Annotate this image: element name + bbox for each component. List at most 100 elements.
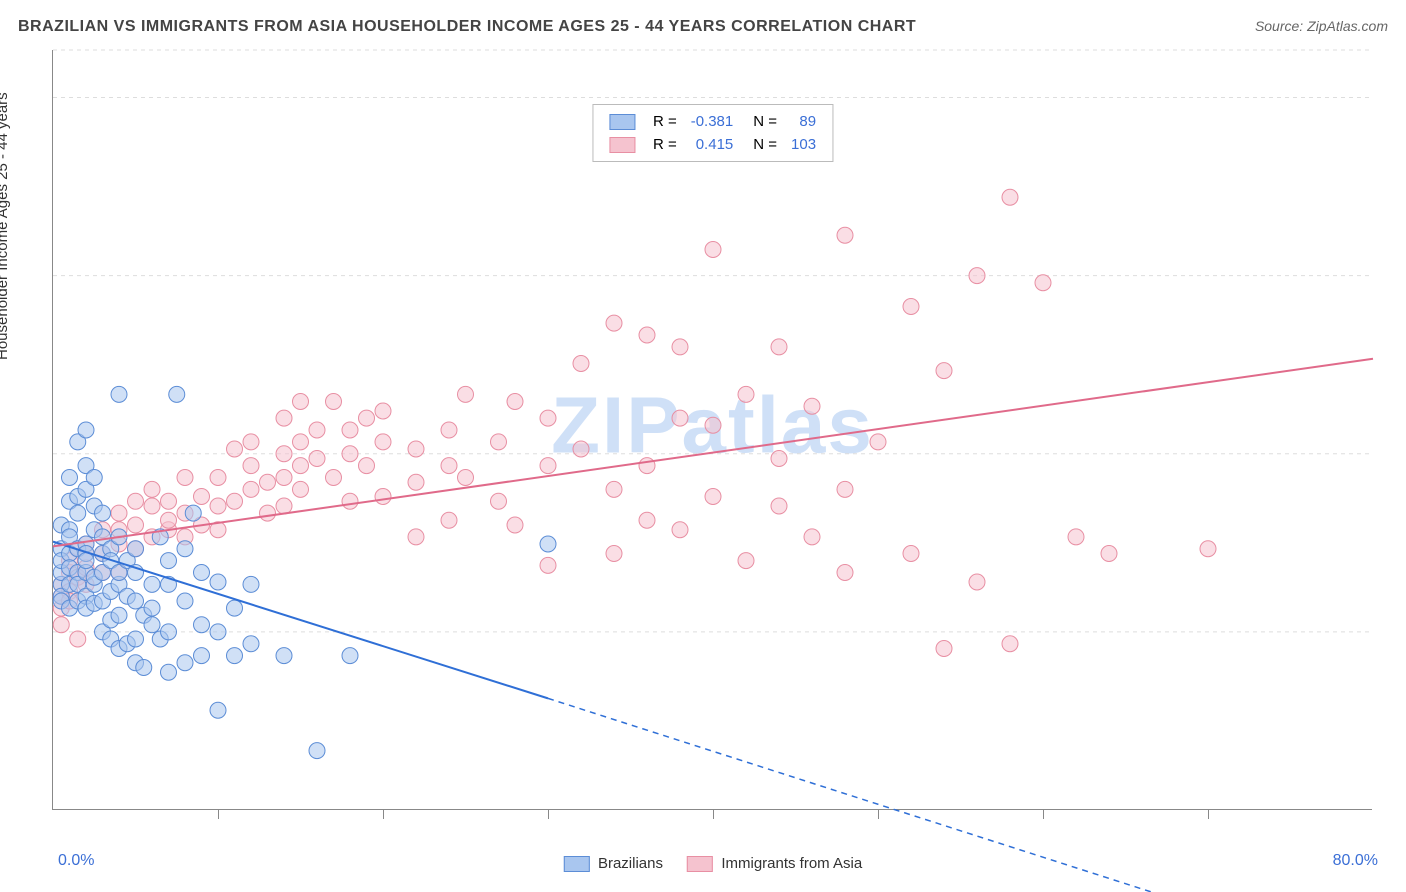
source-attribution: Source: ZipAtlas.com [1255, 18, 1388, 34]
scatter-point [507, 394, 523, 410]
scatter-point [441, 422, 457, 438]
scatter-point [260, 474, 276, 490]
x-tick [383, 809, 384, 819]
scatter-point [309, 451, 325, 467]
scatter-point [227, 648, 243, 664]
x-tick [218, 809, 219, 819]
scatter-point [969, 574, 985, 590]
scatter-point [804, 398, 820, 414]
scatter-point [639, 327, 655, 343]
scatter-point [227, 600, 243, 616]
scatter-point [177, 541, 193, 557]
scatter-point [771, 451, 787, 467]
scatter-point [243, 636, 259, 652]
legend-swatch [564, 856, 590, 872]
scatter-point [243, 576, 259, 592]
chart-title: BRAZILIAN VS IMMIGRANTS FROM ASIA HOUSEH… [18, 18, 916, 36]
scatter-point [705, 417, 721, 433]
scatter-point [276, 648, 292, 664]
scatter-point [227, 441, 243, 457]
scatter-point [293, 394, 309, 410]
y-axis-label: Householder Income Ages 25 - 44 years [0, 92, 11, 360]
scatter-point [1068, 529, 1084, 545]
legend-n-label: N = [741, 134, 783, 155]
scatter-point [276, 410, 292, 426]
legend-series-label: Brazilians [594, 855, 667, 872]
scatter-point [194, 648, 210, 664]
legend-swatch [609, 137, 635, 153]
scatter-point [342, 648, 358, 664]
legend-n-label: N = [741, 111, 783, 132]
legend-n-value: 89 [785, 111, 822, 132]
plot-area: ZIPatlas $75,000$150,000$225,000$300,000… [52, 50, 1372, 810]
source-name: ZipAtlas.com [1307, 18, 1388, 34]
scatter-point [540, 458, 556, 474]
scatter-point [540, 410, 556, 426]
scatter-point [78, 422, 94, 438]
scatter-point [738, 553, 754, 569]
scatter-point [128, 593, 144, 609]
scatter-point [408, 441, 424, 457]
legend-series-label: Immigrants from Asia [717, 855, 862, 872]
scatter-point [128, 631, 144, 647]
scatter-point [144, 576, 160, 592]
scatter-point [705, 242, 721, 258]
x-tick [713, 809, 714, 819]
x-tick [1208, 809, 1209, 819]
scatter-point [573, 441, 589, 457]
scatter-point [540, 557, 556, 573]
scatter-point [144, 498, 160, 514]
scatter-point [293, 481, 309, 497]
scatter-point [441, 512, 457, 528]
correlation-legend: R =-0.381N =89R =0.415N =103 [592, 104, 833, 162]
scatter-point [293, 458, 309, 474]
scatter-point [1002, 189, 1018, 205]
scatter-point [194, 565, 210, 581]
legend-r-label: R = [647, 134, 683, 155]
scatter-point [375, 403, 391, 419]
series-legend: Brazilians Immigrants from Asia [544, 855, 862, 872]
scatter-point [194, 489, 210, 505]
scatter-point [111, 607, 127, 623]
scatter-chart-svg [53, 50, 1373, 810]
x-tick [548, 809, 549, 819]
legend-swatch [687, 856, 713, 872]
scatter-point [738, 386, 754, 402]
scatter-point [161, 664, 177, 680]
legend-swatch [609, 114, 635, 130]
scatter-point [870, 434, 886, 450]
scatter-point [606, 546, 622, 562]
scatter-point [128, 517, 144, 533]
y-tick-label: $150,000 [1382, 445, 1406, 462]
scatter-point [1101, 546, 1117, 562]
scatter-point [573, 356, 589, 372]
scatter-point [86, 470, 102, 486]
scatter-point [837, 481, 853, 497]
legend-n-value: 103 [785, 134, 822, 155]
scatter-point [969, 268, 985, 284]
scatter-point [639, 512, 655, 528]
scatter-point [227, 493, 243, 509]
scatter-point [491, 434, 507, 450]
scatter-point [185, 505, 201, 521]
scatter-point [639, 458, 655, 474]
scatter-point [210, 574, 226, 590]
scatter-point [144, 481, 160, 497]
scatter-point [70, 505, 86, 521]
x-axis-min-label: 0.0% [58, 852, 94, 870]
scatter-point [128, 541, 144, 557]
scatter-point [194, 617, 210, 633]
scatter-point [672, 522, 688, 538]
scatter-point [210, 624, 226, 640]
scatter-point [161, 493, 177, 509]
scatter-point [309, 743, 325, 759]
scatter-point [210, 498, 226, 514]
scatter-point [342, 422, 358, 438]
scatter-point [936, 363, 952, 379]
y-tick-label: $225,000 [1382, 267, 1406, 284]
legend-r-value: 0.415 [685, 134, 740, 155]
scatter-point [342, 446, 358, 462]
scatter-point [804, 529, 820, 545]
scatter-point [540, 536, 556, 552]
scatter-point [111, 386, 127, 402]
